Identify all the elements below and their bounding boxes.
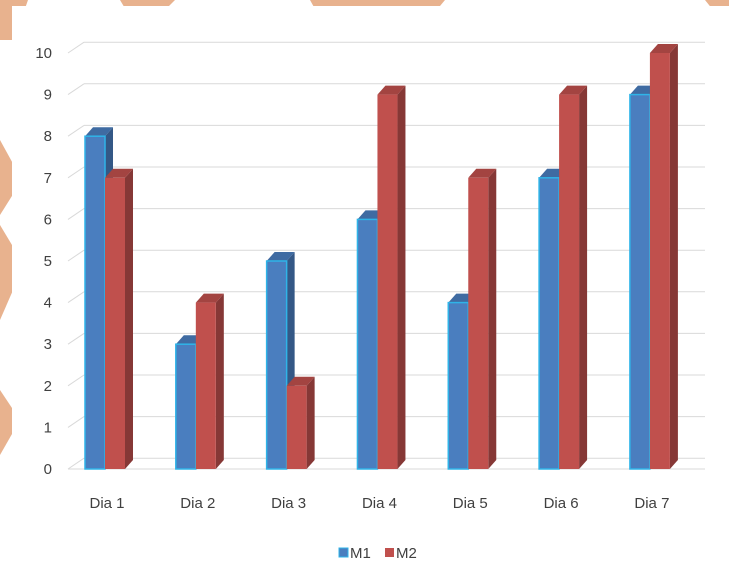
x-tick-label: Dia 1 bbox=[89, 495, 124, 512]
bar-side bbox=[306, 376, 315, 469]
legend-item-m2: M2 bbox=[385, 545, 417, 562]
x-tick-label: Dia 7 bbox=[634, 495, 669, 512]
y-axis-tick-labels: 0 1 2 3 4 5 6 7 8 9 10 bbox=[35, 45, 52, 478]
legend: M1 M2 bbox=[338, 545, 417, 562]
bar-front bbox=[377, 94, 398, 469]
x-axis-tick-labels: Dia 1 Dia 2 Dia 3 Dia 4 Dia 5 Dia 6 Dia 7 bbox=[89, 495, 669, 512]
x-tick-label: Dia 5 bbox=[453, 495, 488, 512]
legend-swatch bbox=[338, 547, 349, 558]
y-tick-label: 8 bbox=[44, 128, 52, 145]
bar-front bbox=[356, 218, 379, 470]
bar-side bbox=[579, 85, 588, 469]
y-tick-label: 6 bbox=[44, 211, 52, 228]
gridline-depth bbox=[67, 291, 85, 304]
bar-top bbox=[377, 85, 406, 95]
bar-front bbox=[265, 260, 288, 470]
bar-top bbox=[266, 252, 295, 261]
legend-swatch bbox=[385, 548, 394, 557]
x-tick-label: Dia 3 bbox=[271, 495, 306, 512]
y-tick-label: 2 bbox=[44, 378, 52, 395]
y-tick-label: 4 bbox=[44, 295, 52, 312]
bar-front bbox=[447, 301, 470, 470]
legend-label: M2 bbox=[396, 545, 417, 562]
bar-side bbox=[488, 168, 497, 470]
decorative-shape bbox=[0, 390, 20, 455]
bar-top bbox=[468, 168, 497, 178]
gridline-depth bbox=[67, 41, 85, 54]
gridline-depth bbox=[67, 208, 85, 220]
y-tick-label: 1 bbox=[44, 419, 52, 436]
decorative-shape bbox=[0, 140, 22, 215]
bar-m2-dia-7 bbox=[649, 44, 678, 469]
bar-front bbox=[105, 177, 125, 470]
bar-side bbox=[397, 85, 406, 469]
bar-top bbox=[559, 85, 588, 95]
bar-front bbox=[84, 135, 106, 470]
y-tick-label: 3 bbox=[44, 336, 52, 353]
bar-m2-dia-4 bbox=[377, 85, 406, 469]
gridline-depth bbox=[67, 332, 85, 345]
bar-front bbox=[649, 53, 670, 469]
bar-side bbox=[125, 168, 133, 470]
y-tick-label: 10 bbox=[35, 45, 52, 62]
x-tick-label: Dia 4 bbox=[362, 495, 397, 512]
bar-m2-dia-6 bbox=[559, 85, 588, 469]
gridline-depth bbox=[67, 416, 85, 428]
y-tick-label: 0 bbox=[44, 461, 52, 478]
legend-item-m1: M1 bbox=[338, 545, 371, 562]
bar-m2-dia-3 bbox=[286, 376, 315, 469]
bar-top bbox=[105, 168, 133, 178]
bar-front bbox=[559, 94, 580, 469]
bar-top bbox=[286, 376, 315, 386]
bar-front bbox=[538, 177, 560, 470]
gridline-depth bbox=[67, 83, 85, 96]
bar-side bbox=[669, 44, 678, 469]
bar-front bbox=[468, 177, 489, 470]
bar-top bbox=[195, 293, 224, 303]
bar-front bbox=[175, 343, 197, 470]
y-tick-label: 9 bbox=[44, 87, 52, 104]
bar-m2-dia-5 bbox=[468, 168, 497, 470]
bar-front bbox=[629, 93, 651, 470]
gridline-depth bbox=[67, 166, 85, 179]
bar-top bbox=[85, 127, 113, 137]
bar-m2-dia-1 bbox=[105, 168, 133, 470]
x-tick-label: Dia 6 bbox=[544, 495, 579, 512]
y-tick-label: 7 bbox=[44, 170, 52, 187]
gridline-depth bbox=[67, 457, 85, 470]
bar-side bbox=[215, 293, 224, 469]
bar-m2-dia-2 bbox=[195, 293, 224, 469]
gridline-depth bbox=[67, 374, 85, 387]
gridline-depth bbox=[67, 124, 85, 137]
legend-label: M1 bbox=[350, 545, 371, 562]
x-tick-label: Dia 2 bbox=[180, 495, 215, 512]
bars bbox=[84, 44, 678, 470]
bar-front bbox=[286, 385, 307, 469]
gridline-depth bbox=[67, 249, 85, 262]
bar-front bbox=[195, 302, 216, 469]
y-tick-label: 5 bbox=[44, 253, 52, 270]
bar-top bbox=[649, 44, 678, 53]
